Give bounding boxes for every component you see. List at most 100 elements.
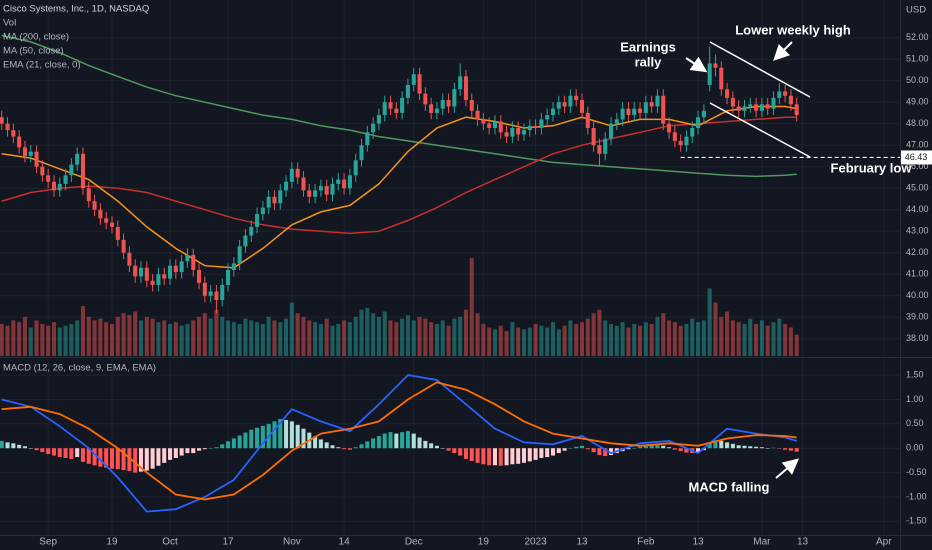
histogram-bar	[713, 440, 718, 449]
histogram-bar	[759, 447, 764, 449]
volume-bar	[492, 329, 498, 356]
volume-bar	[667, 320, 672, 356]
histogram-bar	[156, 448, 161, 466]
histogram-bar	[788, 448, 793, 451]
histogram-bar	[394, 433, 399, 449]
histogram-bar	[400, 432, 405, 449]
volume-bar	[162, 320, 167, 356]
volume-bar	[272, 320, 277, 356]
histogram-bar	[278, 418, 283, 449]
arrow	[775, 458, 800, 479]
volume-bar	[458, 316, 463, 356]
y-tick-label: 0.00	[906, 443, 924, 453]
candle-body	[707, 63, 712, 85]
candle-body	[34, 151, 39, 167]
volume-bar	[736, 322, 741, 356]
volume-bar	[719, 316, 724, 356]
volume-bar	[707, 288, 712, 356]
candle-body	[266, 196, 271, 208]
volume-bar	[759, 320, 764, 356]
volume-bar	[423, 318, 428, 356]
candle-body	[574, 95, 579, 101]
candle-body	[289, 168, 294, 182]
candle-body	[28, 151, 33, 156]
candle-body	[80, 153, 86, 189]
candle-body	[75, 153, 80, 165]
currency: USD	[906, 5, 926, 16]
volume-bar	[197, 316, 202, 356]
volume-bar	[121, 313, 126, 356]
volume-bar	[678, 325, 683, 356]
volume-bar	[725, 311, 730, 356]
legend-entry: EMA (21, close, 0)	[3, 60, 81, 71]
candle-body	[11, 130, 16, 137]
candle-body	[104, 218, 109, 223]
histogram-bar	[138, 448, 144, 472]
arrow	[685, 56, 708, 73]
volume-bar	[713, 302, 718, 356]
histogram-bar	[458, 448, 463, 456]
candle-body	[318, 186, 323, 191]
volume-bar	[365, 307, 370, 356]
volume-bar	[429, 322, 434, 356]
x-tick-label: 14	[339, 537, 351, 548]
volume-bar	[608, 323, 614, 356]
histogram-bar	[510, 448, 515, 465]
volume-bar	[603, 320, 608, 356]
volume-bar	[516, 327, 521, 356]
histogram-bar	[40, 448, 45, 453]
volume-bar	[521, 329, 527, 356]
histogram-bar	[150, 448, 155, 469]
histogram-bar	[63, 448, 68, 458]
volume-bar	[133, 311, 138, 356]
trend-line	[709, 41, 811, 98]
histogram-bar	[353, 447, 358, 449]
volume-bar	[167, 323, 173, 356]
histogram-bar	[452, 448, 457, 454]
histogram-bar	[463, 448, 468, 459]
histogram-bar	[527, 448, 532, 462]
volume-bar	[597, 309, 602, 356]
histogram-bar	[336, 447, 341, 449]
price-label-box	[901, 150, 932, 165]
histogram-bar	[765, 448, 770, 449]
candle-body	[730, 97, 735, 107]
candle-body	[133, 265, 138, 277]
candle-body	[249, 226, 254, 236]
volume-bar	[17, 322, 22, 356]
volume-bar	[400, 318, 405, 356]
histogram-bar	[678, 448, 683, 452]
candle-body	[278, 190, 283, 204]
histogram-bar	[556, 448, 561, 454]
volume-bar	[388, 320, 393, 356]
volume-bar	[144, 316, 149, 356]
candle-body	[545, 115, 550, 120]
candle-body	[353, 160, 358, 176]
candle-body	[272, 196, 277, 204]
candle-body	[156, 274, 161, 286]
candle-body	[243, 235, 248, 247]
y-tick-label: 42.00	[906, 247, 929, 257]
histogram-bar	[516, 448, 521, 464]
volume-bar	[220, 316, 225, 356]
candle-body	[655, 95, 660, 107]
histogram-bar	[220, 444, 225, 449]
x-tick-label: Mar	[753, 537, 771, 548]
candle-body	[255, 214, 260, 227]
candle-body	[162, 274, 167, 279]
price-label: 46.43	[905, 152, 928, 162]
volume-bar	[411, 320, 416, 356]
histogram-bar	[255, 427, 260, 449]
candle-body	[92, 201, 97, 210]
candle-body	[347, 175, 352, 189]
y-tick-label: -1.50	[906, 516, 927, 526]
candle-body	[765, 104, 770, 109]
volume-bar	[57, 327, 62, 356]
y-tick-label: -1.00	[906, 491, 927, 501]
volume-bar	[92, 320, 97, 356]
candle-body	[632, 108, 637, 116]
candle-body	[638, 108, 643, 113]
histogram-bar	[80, 448, 86, 462]
histogram-bar	[498, 448, 503, 466]
volume-bar	[249, 320, 254, 356]
